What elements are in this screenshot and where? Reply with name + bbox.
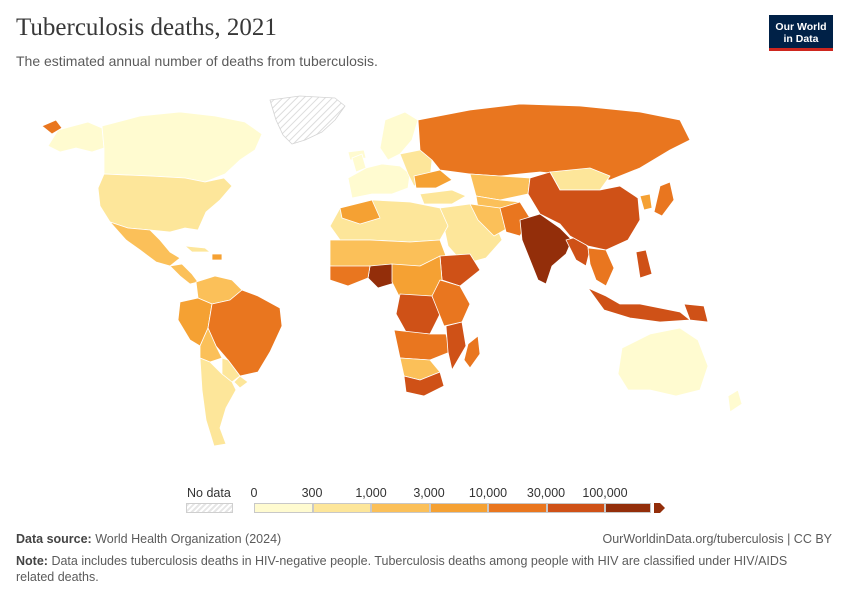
legend-bin-3[interactable]: [429, 503, 488, 513]
region-morocco-algeria[interactable]: [339, 199, 381, 225]
note-label: Note:: [16, 554, 48, 568]
legend-bin-1[interactable]: [312, 503, 371, 513]
legend-bin-2[interactable]: [371, 503, 430, 513]
region-japan[interactable]: [653, 181, 675, 217]
legend-tick-0: 0: [250, 486, 258, 500]
legend-no-data-swatch[interactable]: [186, 503, 233, 513]
data-source: Data source: World Health Organization (…: [16, 532, 281, 546]
region-mozambique[interactable]: [445, 321, 467, 371]
region-cuba[interactable]: [184, 245, 211, 253]
region-png[interactable]: [683, 303, 709, 323]
chart-title: Tuberculosis deaths, 2021: [16, 14, 277, 41]
source-url[interactable]: OurWorldinData.org/tuberculosis | CC BY: [602, 532, 833, 546]
note-text: Data includes tuberculosis deaths in HIV…: [16, 554, 788, 584]
map-legend: No data 0 300 1,000 3,000 10,000 30,000 …: [0, 478, 850, 518]
chart-subtitle: The estimated annual number of deaths fr…: [16, 53, 378, 69]
region-madagascar[interactable]: [463, 335, 481, 369]
legend-no-data-label: No data: [187, 486, 231, 500]
logo-line-2: in Data: [783, 33, 819, 45]
data-source-text[interactable]: World Health Organization (2024): [95, 532, 282, 546]
region-scandinavia[interactable]: [379, 111, 419, 161]
legend-bin-5[interactable]: [546, 503, 605, 513]
region-turkey[interactable]: [419, 189, 467, 205]
region-philippines[interactable]: [635, 249, 653, 279]
region-central-america[interactable]: [169, 263, 199, 285]
footnote: Note: Data includes tuberculosis deaths …: [16, 553, 826, 585]
legend-tick-10000: 10,000: [468, 486, 508, 500]
data-source-label: Data source:: [16, 532, 92, 546]
legend-bin-4[interactable]: [488, 503, 547, 513]
region-india[interactable]: [519, 213, 573, 285]
region-alaska-west[interactable]: [41, 119, 63, 135]
region-south-africa[interactable]: [403, 371, 445, 397]
legend-tick-100000: 100,000: [582, 486, 628, 500]
region-iran[interactable]: [469, 203, 509, 237]
region-chile-argentina[interactable]: [199, 357, 237, 447]
region-indochina[interactable]: [587, 247, 615, 287]
region-usa[interactable]: [97, 173, 233, 233]
region-mexico[interactable]: [109, 221, 181, 267]
legend-bin-6[interactable]: [605, 503, 651, 513]
region-uk[interactable]: [351, 153, 367, 173]
region-haiti[interactable]: [211, 253, 223, 261]
legend-tick-1000: 1,000: [355, 486, 387, 500]
region-western-europe[interactable]: [347, 163, 411, 199]
region-greenland[interactable]: [269, 95, 346, 145]
logo-line-1: Our World: [775, 21, 827, 33]
legend-tick-300: 300: [301, 486, 323, 500]
region-angola-zambia[interactable]: [393, 329, 451, 361]
legend-tick-30000: 30,000: [526, 486, 566, 500]
region-new-zealand[interactable]: [727, 389, 743, 413]
region-ukraine[interactable]: [413, 169, 453, 189]
owid-logo[interactable]: Our World in Data: [769, 15, 833, 51]
region-paraguay[interactable]: [221, 357, 241, 383]
region-china[interactable]: [527, 171, 641, 251]
legend-arrow-icon: [654, 503, 665, 513]
legend-bin-0[interactable]: [254, 503, 313, 513]
region-russia[interactable]: [417, 103, 691, 181]
region-indonesia[interactable]: [587, 287, 691, 323]
region-brazil[interactable]: [207, 289, 283, 377]
legend-tick-3000: 3,000: [413, 486, 445, 500]
region-canada[interactable]: [101, 111, 263, 183]
region-west-africa[interactable]: [329, 265, 371, 287]
region-alaska[interactable]: [47, 121, 105, 153]
region-korea[interactable]: [639, 193, 653, 211]
world-map: [41, 95, 743, 447]
region-uruguay[interactable]: [233, 375, 249, 389]
region-australia[interactable]: [617, 327, 709, 397]
